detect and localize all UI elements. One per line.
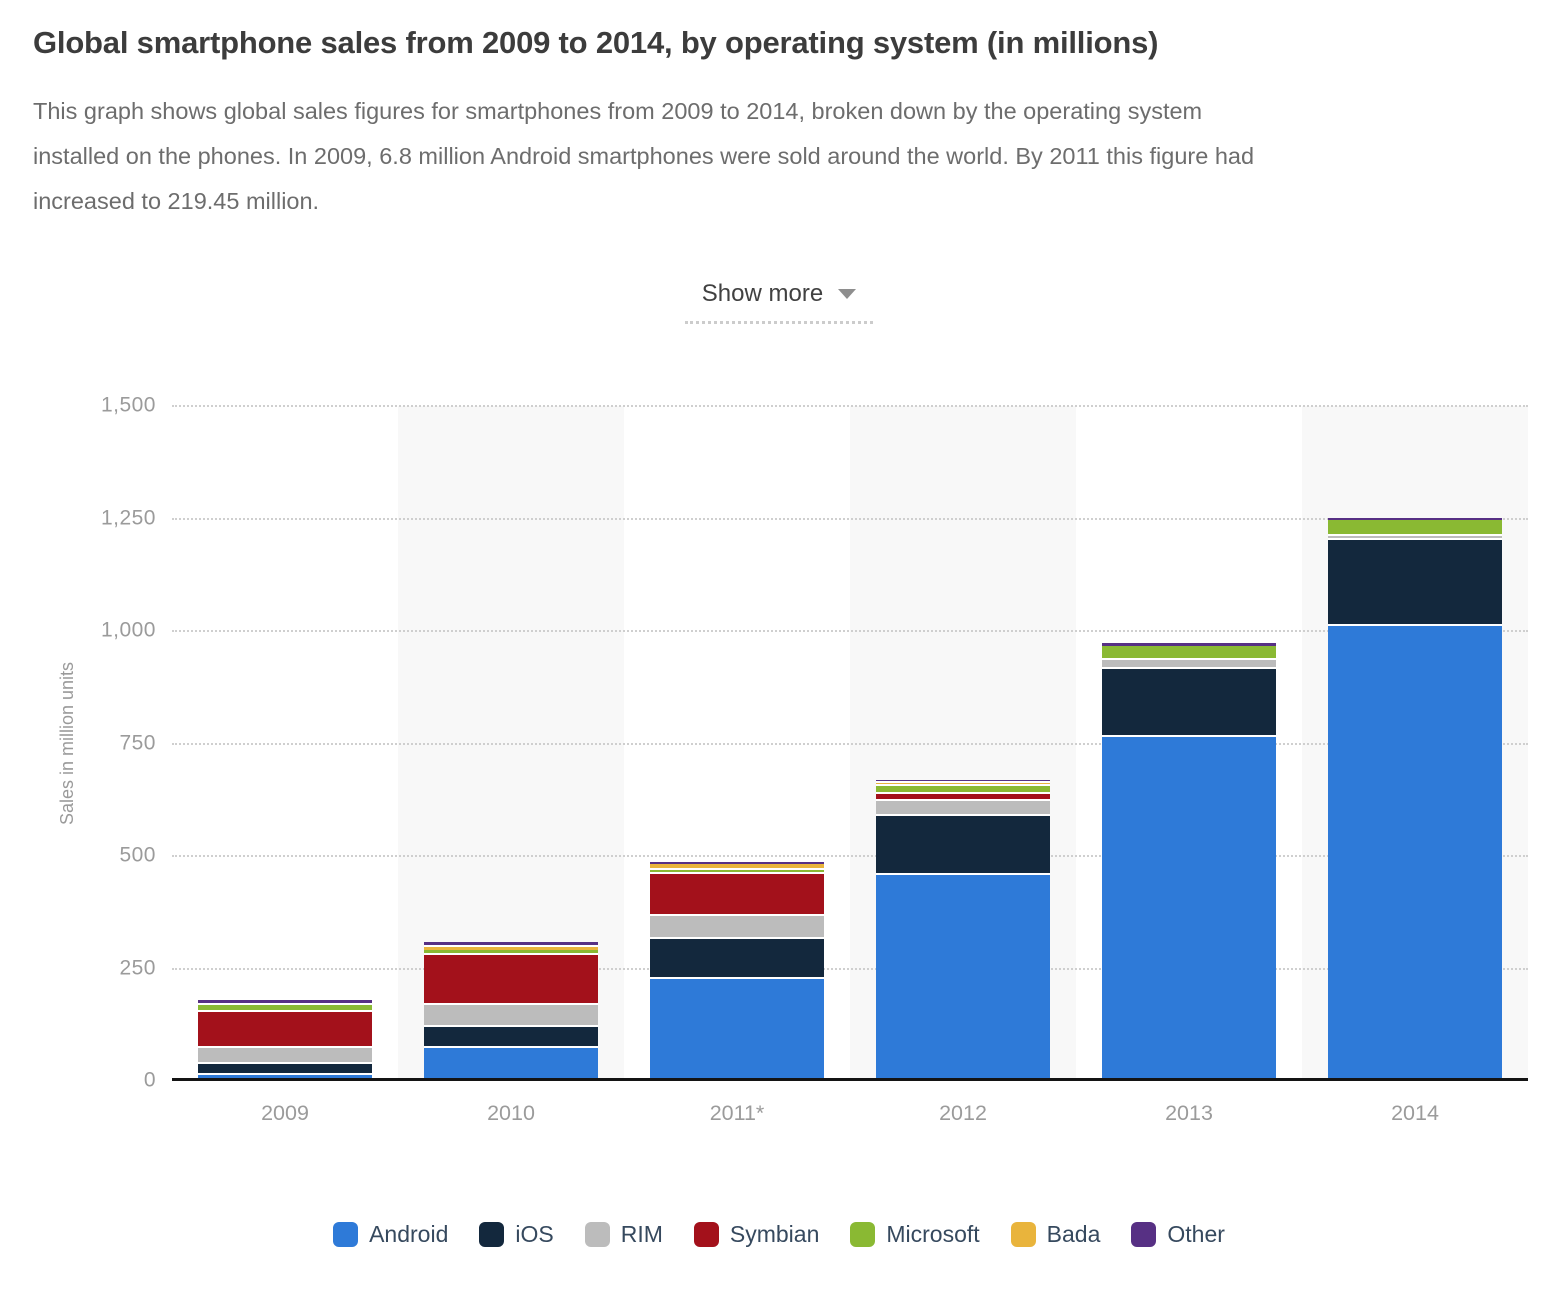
- description-line: installed on the phones. In 2009, 6.8 mi…: [33, 143, 1255, 169]
- x-tick-label: 2010: [487, 1101, 535, 1125]
- legend-item-ios[interactable]: iOS: [479, 1221, 554, 1248]
- bar-segment-android[interactable]: [1328, 625, 1502, 1078]
- x-tick-label: 2013: [1165, 1101, 1213, 1125]
- bar-segment-rim[interactable]: [876, 800, 1050, 817]
- legend-item-microsoft[interactable]: Microsoft: [850, 1221, 980, 1248]
- grid-line: [172, 630, 1528, 632]
- bar-segment-rim[interactable]: [650, 915, 824, 940]
- bar-segment-symbian[interactable]: [424, 955, 598, 1006]
- bar-segment-symbian[interactable]: [876, 793, 1050, 801]
- legend-swatch-icon: [1010, 1222, 1036, 1247]
- x-tick-label: 2014: [1391, 1101, 1439, 1125]
- bar-segment-other[interactable]: [1102, 643, 1276, 646]
- legend-item-android[interactable]: Android: [333, 1221, 448, 1248]
- y-tick-label: 750: [119, 731, 156, 755]
- grid-line: [172, 967, 1528, 970]
- bar-segment-microsoft[interactable]: [1102, 646, 1276, 661]
- chart-description: This graph shows global sales figures fo…: [33, 89, 1525, 224]
- legend-swatch-icon: [479, 1222, 505, 1247]
- show-more-divider: [685, 321, 873, 324]
- y-tick-label: 1,500: [100, 393, 156, 417]
- x-tick-label: 2011*: [709, 1101, 765, 1125]
- y-tick-label: 0: [143, 1068, 156, 1092]
- bar-segment-microsoft[interactable]: [876, 786, 1050, 794]
- legend-swatch-icon: [850, 1222, 876, 1247]
- chevron-down-icon: [838, 289, 857, 299]
- bar-segment-microsoft[interactable]: [1328, 520, 1502, 537]
- bar-segment-android[interactable]: [876, 874, 1050, 1078]
- bar-2014: [1328, 406, 1502, 1078]
- description-line: increased to 219.45 million.: [33, 188, 320, 214]
- bar-2009: [198, 406, 372, 1078]
- plot-area: 0 250 500 750 1,000 1,250 1,500: [101, 394, 1528, 1092]
- stacked-bar-chart: Sales in million units 0 250 500 750 1,000 1,…: [0, 373, 1558, 1135]
- bar-segment-microsoft[interactable]: [650, 869, 824, 874]
- legend-label: iOS: [515, 1221, 554, 1247]
- bar-segment-android[interactable]: [650, 979, 824, 1078]
- bar-segment-rim[interactable]: [424, 1005, 598, 1027]
- show-more-section: Show more: [0, 280, 1558, 324]
- bar-segment-rim[interactable]: [1328, 536, 1502, 540]
- legend-swatch-icon: [1131, 1222, 1157, 1247]
- grid-line: [172, 855, 1528, 857]
- bar-segment-android[interactable]: [1102, 736, 1276, 1078]
- bar-segment-ios[interactable]: [1102, 668, 1276, 737]
- legend-label: RIM: [620, 1221, 663, 1247]
- bar-segment-symbian[interactable]: [650, 873, 824, 916]
- bar-segment-other[interactable]: [650, 862, 824, 864]
- legend-label: Symbian: [729, 1221, 820, 1247]
- x-tick-label: 2009: [261, 1101, 309, 1125]
- y-tick-label: 500: [119, 843, 156, 867]
- legend-item-symbian[interactable]: Symbian: [693, 1221, 820, 1248]
- bar-segment-symbian[interactable]: [198, 1011, 372, 1049]
- bar-2011: [650, 406, 824, 1078]
- x-tick-label: 2012: [939, 1101, 987, 1125]
- legend-label: Bada: [1046, 1221, 1101, 1247]
- bar-segment-android[interactable]: [198, 1074, 372, 1078]
- x-axis-baseline: [172, 1078, 1528, 1081]
- y-tick-label: 1,250: [100, 506, 156, 530]
- grid-line: [172, 742, 1528, 745]
- bar-2012: [876, 406, 1050, 1078]
- bar-segment-bada[interactable]: [650, 863, 824, 870]
- legend-item-other[interactable]: Other: [1131, 1221, 1225, 1248]
- bar-segment-other[interactable]: [198, 1000, 372, 1006]
- y-tick-label: 250: [119, 956, 156, 980]
- legend-label: Other: [1167, 1221, 1225, 1247]
- bar-segment-bada[interactable]: [876, 782, 1050, 787]
- bar-segment-microsoft[interactable]: [424, 949, 598, 956]
- legend-item-rim[interactable]: RIM: [584, 1221, 663, 1248]
- bar-segment-rim[interactable]: [1102, 660, 1276, 669]
- show-more-button[interactable]: Show more: [701, 280, 857, 308]
- y-tick-label: 1,000: [100, 618, 156, 642]
- bar-segment-android[interactable]: [424, 1047, 598, 1078]
- y-axis-title: Sales in million units: [57, 661, 77, 826]
- bar-segment-other[interactable]: [1328, 517, 1502, 521]
- bar-segment-ios[interactable]: [876, 816, 1050, 875]
- bar-segment-other[interactable]: [876, 779, 1050, 783]
- bar-2010: [424, 406, 598, 1078]
- bar-segment-ios[interactable]: [198, 1063, 372, 1075]
- bar-segment-other[interactable]: [424, 942, 598, 948]
- description-line: This graph shows global sales figures fo…: [33, 98, 1203, 124]
- bar-segment-ios[interactable]: [650, 939, 824, 980]
- bar-2013: [1102, 406, 1276, 1078]
- bar-segment-rim[interactable]: [198, 1048, 372, 1064]
- legend-item-bada[interactable]: Bada: [1010, 1221, 1101, 1248]
- page-title: Global smartphone sales from 2009 to 201…: [33, 25, 1159, 60]
- legend-label: Microsoft: [886, 1221, 980, 1247]
- bar-segment-ios[interactable]: [424, 1026, 598, 1048]
- show-more-label: Show more: [701, 280, 824, 307]
- chart-legend: Android iOS RIM Symbian Microsoft Bada Other: [0, 1221, 1558, 1248]
- bar-segment-ios[interactable]: [1328, 539, 1502, 626]
- legend-swatch-icon: [333, 1222, 359, 1247]
- grid-line: [172, 517, 1528, 520]
- legend-label: Android: [369, 1221, 449, 1247]
- legend-swatch-icon: [693, 1222, 719, 1247]
- legend-swatch-icon: [584, 1222, 610, 1247]
- bar-segment-microsoft[interactable]: [198, 1005, 372, 1012]
- bar-segment-bada[interactable]: [424, 947, 598, 950]
- grid-line: [172, 405, 1528, 407]
